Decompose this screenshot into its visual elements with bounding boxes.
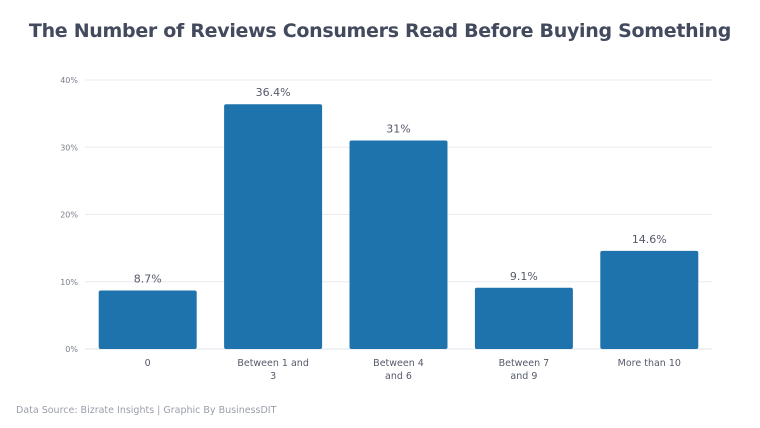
x-tick-label: 3 [270,371,276,382]
bar [349,140,448,349]
x-tick-label: and 6 [385,371,412,382]
x-tick-label: and 9 [510,371,537,382]
bar [474,287,573,349]
bar [224,104,323,350]
data-label: 31% [386,123,410,136]
data-label: 8.7% [134,272,162,285]
x-tick-label: Between 7 [499,358,550,369]
y-tick-label: 40% [60,76,78,85]
x-tick-label: More than 10 [618,358,681,369]
x-tick-label: Between 4 [373,358,424,369]
y-tick-label: 0% [65,345,78,354]
x-tick-label: 0 [145,358,151,369]
y-tick-label: 10% [60,278,78,287]
data-label: 14.6% [632,233,667,246]
bar [98,290,197,349]
chart-title: The Number of Reviews Consumers Read Bef… [28,20,732,42]
y-tick-label: 30% [60,143,78,152]
bar [600,250,699,349]
data-source-note: Data Source: Bizrate Insights | Graphic … [16,405,277,416]
x-tick-label: Between 1 and [237,358,309,369]
data-label: 9.1% [510,270,538,283]
y-tick-label: 20% [60,211,78,220]
data-label: 36.4% [256,86,291,99]
